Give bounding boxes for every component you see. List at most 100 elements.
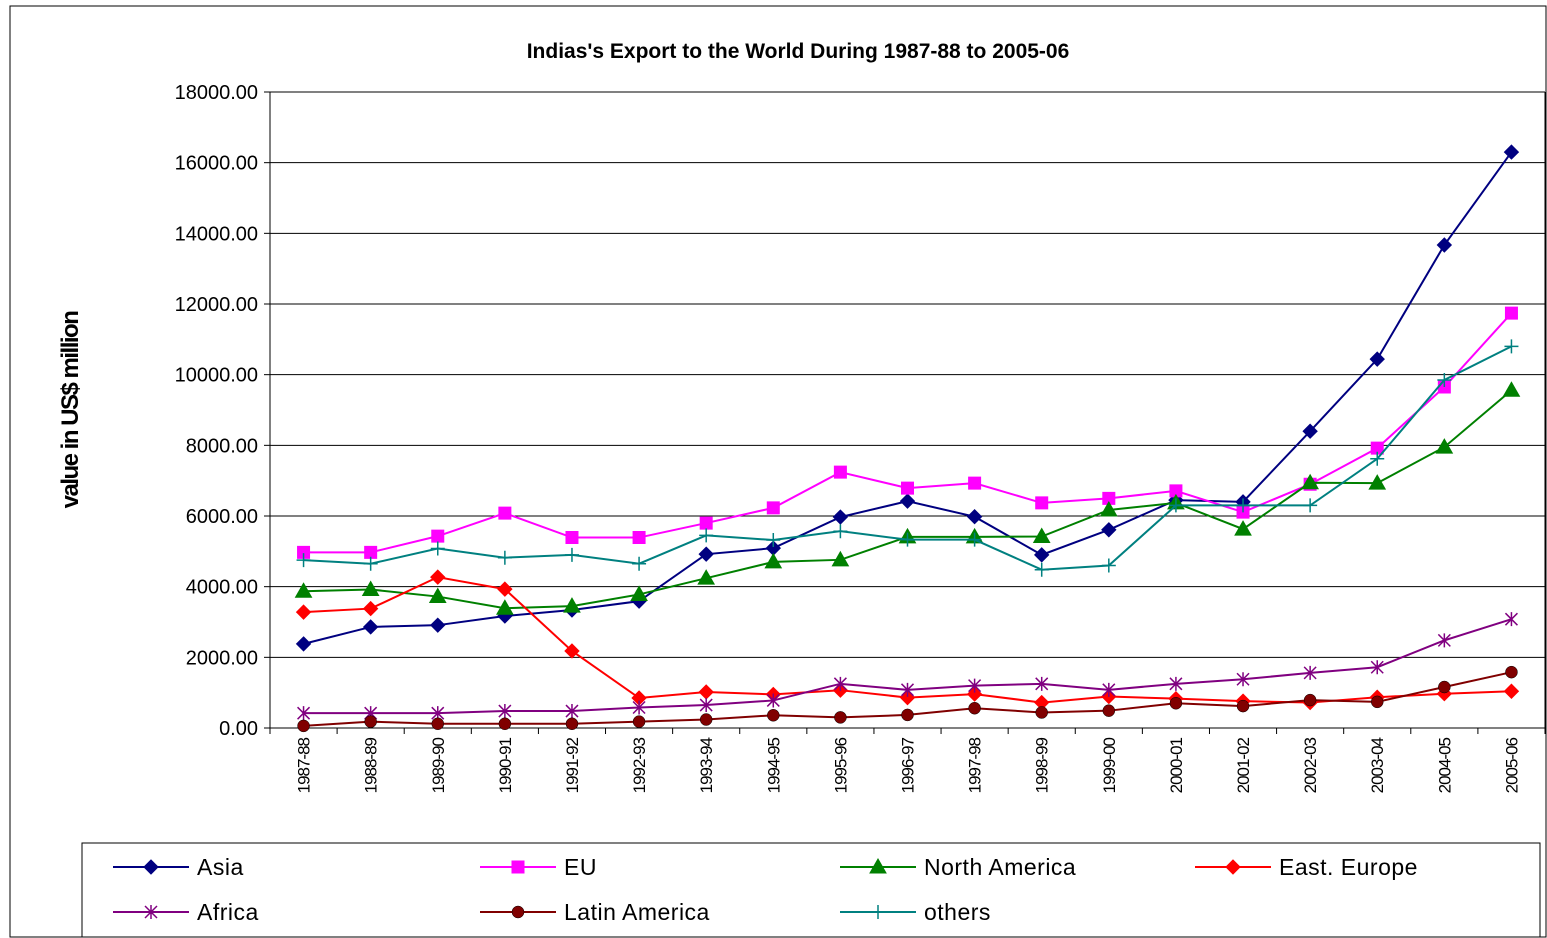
data-point — [899, 493, 916, 509]
data-point — [430, 569, 446, 585]
legend-marker — [143, 859, 159, 875]
x-tick-label: 1997-98 — [966, 737, 985, 793]
data-point — [699, 698, 713, 713]
data-point — [1303, 665, 1317, 680]
y-tick-label: 12000.00 — [175, 294, 258, 316]
data-point — [1234, 520, 1252, 536]
data-point — [1169, 697, 1183, 710]
data-point — [1101, 522, 1117, 538]
y-tick-label: 8000.00 — [186, 435, 258, 457]
data-point — [364, 545, 378, 559]
data-point — [497, 581, 513, 597]
data-point — [1236, 498, 1251, 513]
data-point — [1034, 562, 1049, 577]
data-point — [699, 528, 714, 543]
y-axis-label: value in US$ million — [57, 311, 84, 509]
legend-marker — [869, 857, 887, 874]
data-point — [1504, 612, 1518, 627]
data-point — [632, 556, 647, 571]
data-point — [1503, 144, 1520, 160]
data-point — [831, 550, 850, 567]
y-tick-label: 2000.00 — [186, 647, 258, 669]
data-point — [901, 481, 914, 495]
data-point — [632, 715, 646, 728]
data-point — [900, 532, 915, 547]
data-point — [1370, 441, 1384, 455]
data-point — [364, 715, 377, 728]
legend-box — [81, 842, 1541, 938]
data-point — [1099, 500, 1118, 517]
data-point — [361, 580, 380, 596]
data-point — [833, 465, 847, 479]
data-point — [496, 599, 514, 615]
y-tick-label: 16000.00 — [175, 153, 258, 175]
data-point — [833, 676, 847, 691]
data-point — [362, 619, 379, 635]
x-tick-label: 2002-03 — [1301, 737, 1320, 793]
data-point — [832, 509, 849, 525]
x-tick-label: 1994-95 — [764, 737, 783, 793]
x-tick-label: 2003-04 — [1368, 737, 1387, 793]
x-tick-label: 2004-05 — [1435, 737, 1454, 793]
x-tick-label: 1998-99 — [1033, 737, 1052, 793]
data-point — [968, 476, 982, 490]
data-point — [565, 717, 579, 731]
data-point — [1303, 498, 1318, 513]
data-point — [1504, 339, 1519, 354]
data-point — [1169, 484, 1183, 498]
data-point — [766, 533, 781, 548]
data-point — [1436, 237, 1453, 253]
chart-frame — [9, 5, 1547, 938]
data-point — [295, 604, 312, 620]
data-point — [1369, 351, 1385, 367]
legend-label: others — [924, 899, 991, 925]
legend-marker — [511, 905, 525, 919]
legend-label: North America — [924, 854, 1076, 880]
data-point — [766, 501, 780, 515]
data-point — [294, 582, 313, 598]
data-point — [1102, 491, 1116, 505]
y-tick-label: 6000.00 — [186, 506, 258, 528]
data-point — [498, 717, 512, 731]
legend-marker — [144, 905, 158, 919]
data-point — [431, 717, 445, 731]
data-point — [1370, 695, 1384, 709]
data-point — [1437, 372, 1452, 387]
data-point — [1169, 676, 1183, 691]
data-point — [297, 719, 310, 733]
data-point — [1502, 381, 1521, 397]
data-point — [1236, 672, 1250, 687]
data-point — [1370, 451, 1385, 466]
legend-marker — [511, 860, 525, 874]
data-point — [296, 553, 311, 568]
data-point — [632, 531, 646, 545]
data-point — [968, 701, 981, 715]
data-point — [900, 682, 915, 697]
data-point — [1035, 496, 1049, 510]
data-point — [295, 636, 312, 652]
data-point — [697, 569, 716, 585]
data-point — [764, 552, 783, 569]
data-point — [565, 704, 579, 719]
data-point — [1102, 682, 1116, 697]
x-tick-label: 1989-90 — [429, 737, 448, 793]
data-point — [430, 617, 446, 633]
data-point — [1370, 660, 1384, 675]
y-tick-label: 0.00 — [219, 718, 258, 740]
x-tick-label: 1993-94 — [697, 737, 716, 793]
x-tick-label: 1999-00 — [1100, 737, 1119, 793]
data-point — [967, 532, 982, 547]
data-point — [1368, 474, 1387, 490]
data-point — [428, 587, 447, 604]
data-point — [1504, 306, 1518, 320]
data-point — [1435, 438, 1454, 454]
legend-marker — [1225, 859, 1241, 875]
data-point — [901, 708, 914, 722]
data-point — [1032, 527, 1051, 543]
data-point — [698, 546, 714, 562]
data-point — [430, 541, 445, 556]
x-tick-label: 1991-92 — [563, 737, 582, 793]
data-point — [834, 711, 847, 724]
x-tick-label: 2000-01 — [1167, 737, 1186, 793]
